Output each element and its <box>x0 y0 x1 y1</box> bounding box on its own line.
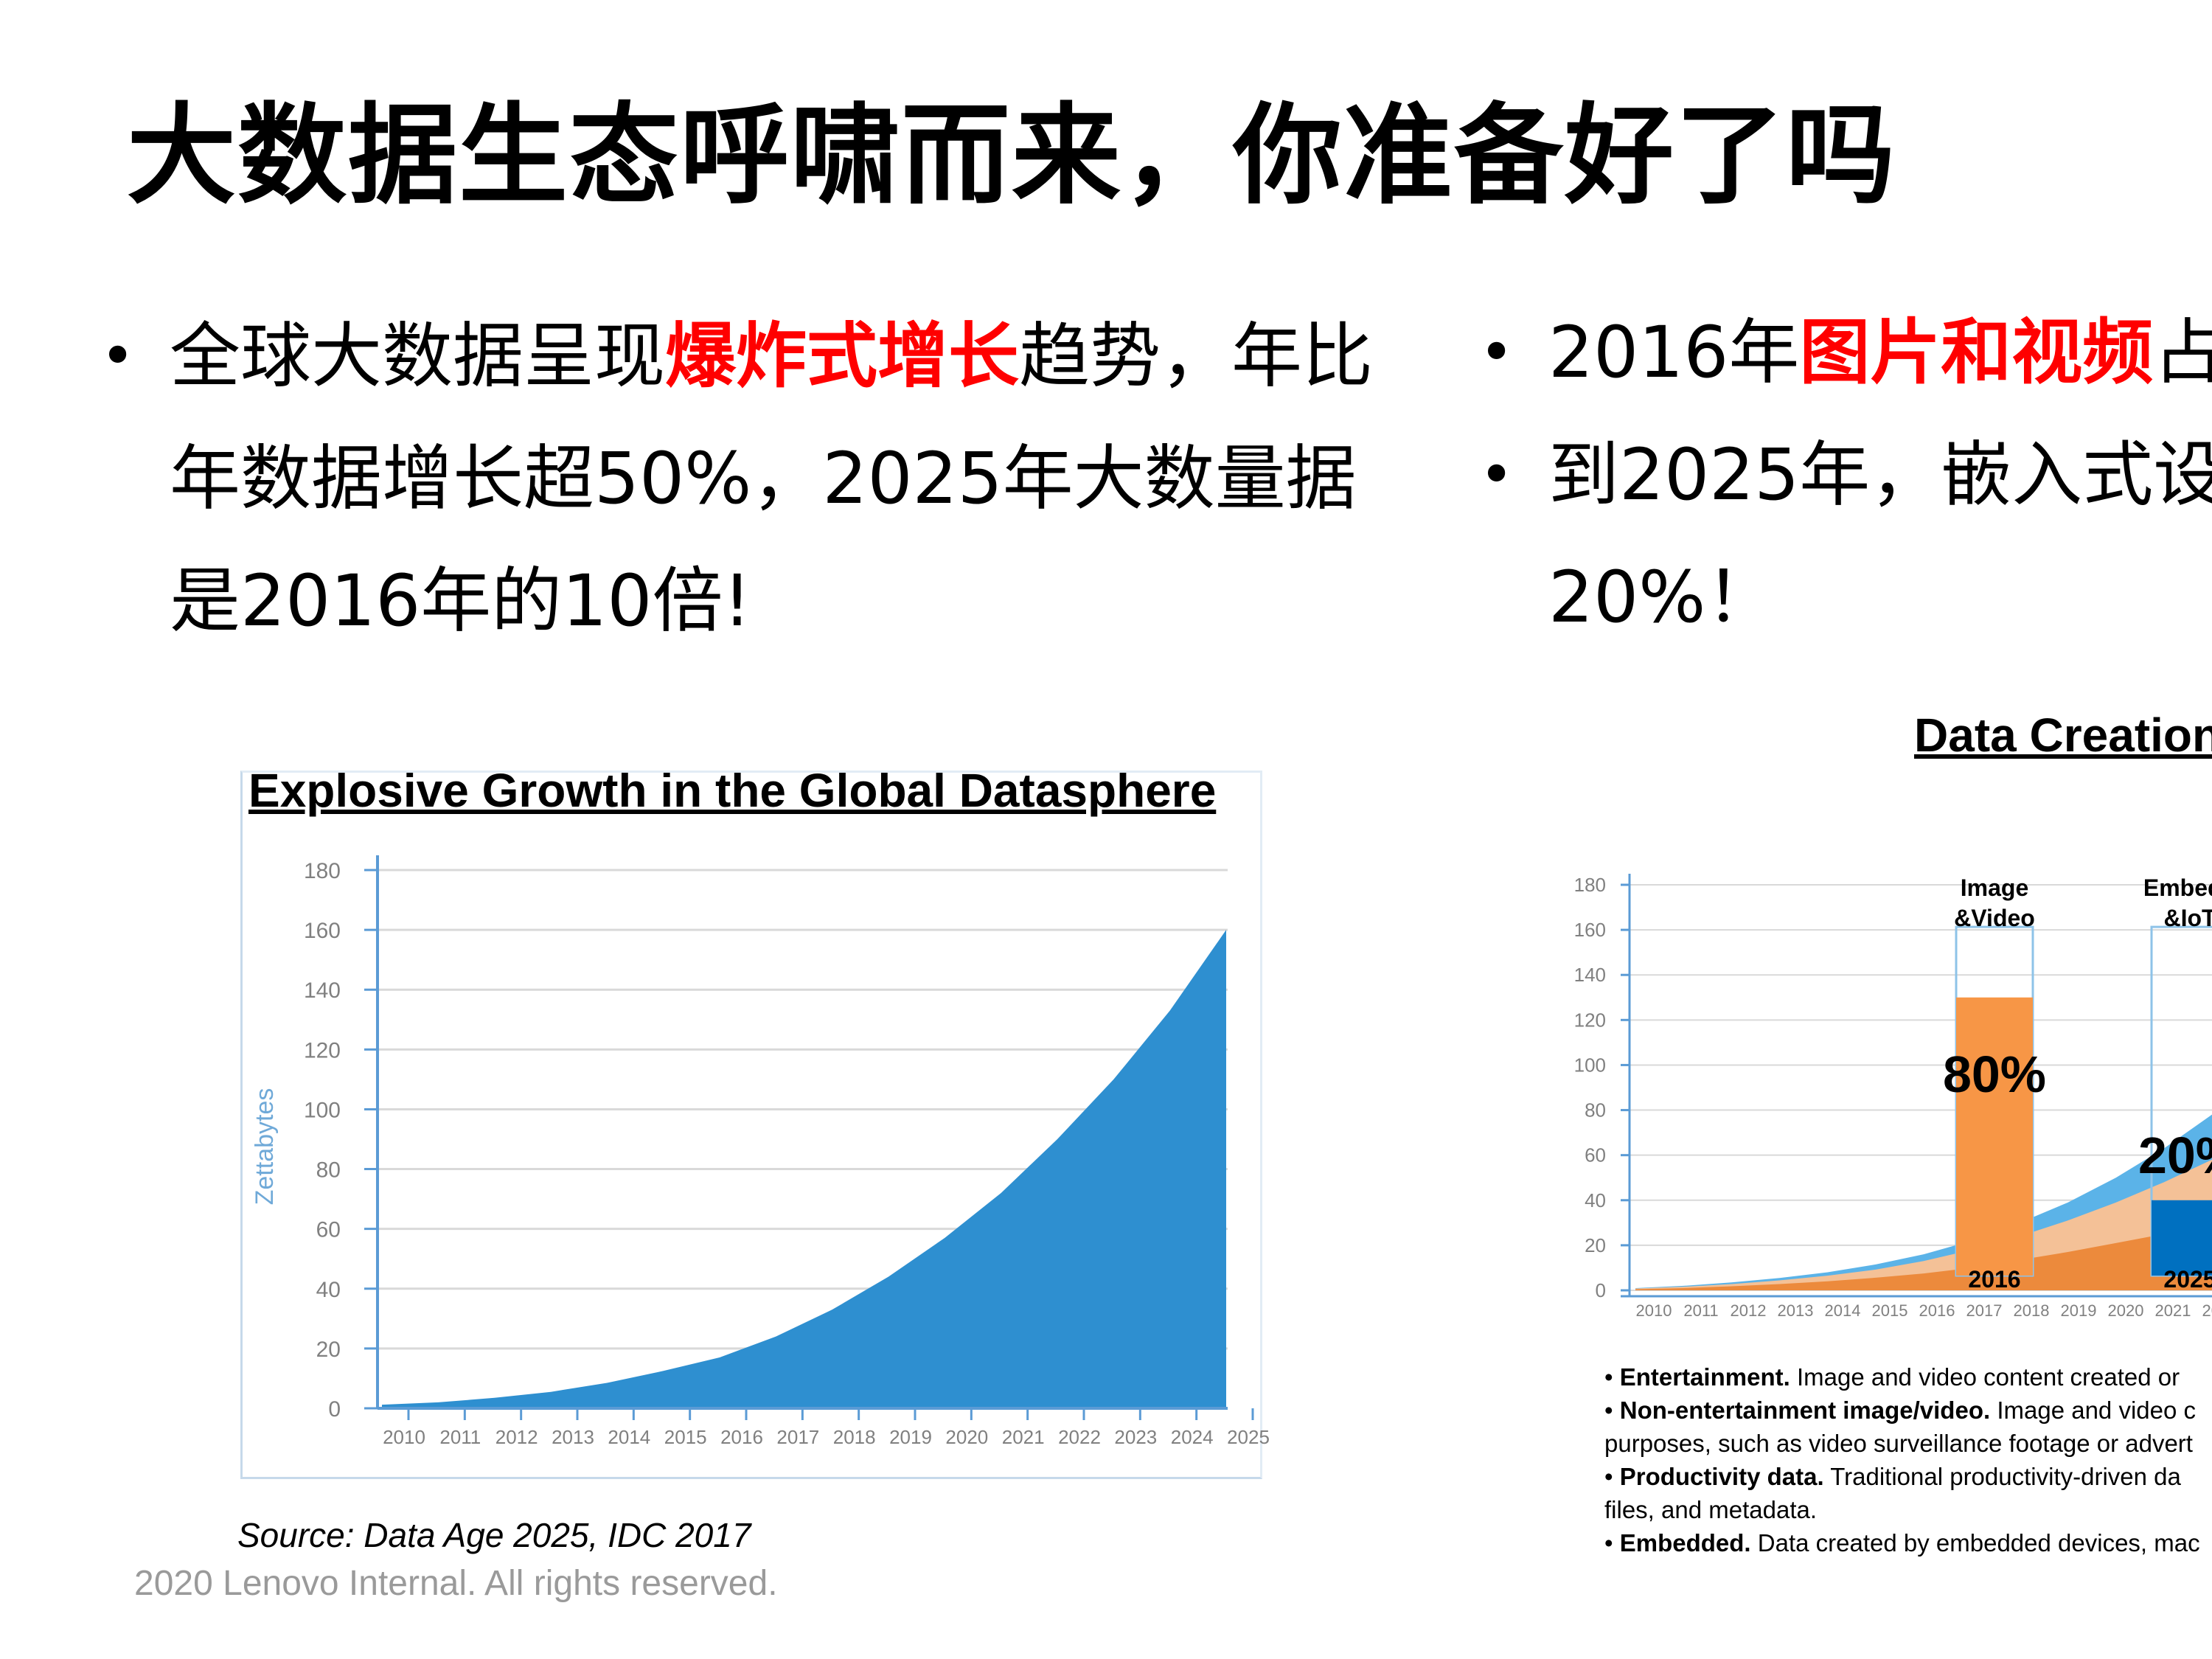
y-tick-label: 0 <box>328 1397 341 1422</box>
chart2-notes: • Entertainment. Image and video content… <box>1604 1360 2200 1559</box>
y-tick-label: 120 <box>304 1038 341 1062</box>
x-tick-label: 2012 <box>495 1426 538 1448</box>
note-term: Embedded. <box>1619 1529 1751 1557</box>
annotation-year: 2016 <box>1968 1266 2020 1293</box>
x-tick-label: 2011 <box>1683 1301 1718 1320</box>
y-tick-label: 120 <box>1574 1009 1606 1031</box>
y-tick-label: 60 <box>316 1218 341 1242</box>
x-tick-label: 2018 <box>2014 1301 2050 1320</box>
y-tick-label: 160 <box>1574 919 1606 941</box>
highlight-text: 爆炸式增长 <box>665 315 1019 397</box>
right-bullet-list: 2016年图片和视频占据 到2025年，嵌入式设备 20%！ <box>1479 291 2212 658</box>
x-tick-label: 2023 <box>1114 1426 1157 1448</box>
note-term: Productivity data. <box>1619 1463 1824 1490</box>
y-tick-label: 180 <box>1574 874 1606 896</box>
note-line: • Productivity data. Traditional product… <box>1604 1463 2181 1490</box>
right-bullet-2: 到2025年，嵌入式设备 <box>1479 414 2212 536</box>
note-line: • Embedded. Data created by embedded dev… <box>1604 1529 2200 1557</box>
growth-area <box>382 930 1226 1408</box>
chart1-title: Explosive Growth in the Global Dataspher… <box>248 764 1217 817</box>
right-bullet-1: 2016年图片和视频占据 <box>1479 291 2212 414</box>
x-tick-label: 2022 <box>1058 1426 1101 1448</box>
x-tick-label: 2024 <box>1171 1426 1214 1448</box>
x-tick-label: 2021 <box>1002 1426 1045 1448</box>
note-term: Entertainment. <box>1619 1363 1790 1391</box>
bullet-text: 趋势，年比 <box>1019 315 1373 397</box>
chart1-frame <box>240 771 1262 1479</box>
left-bullet-line1: 全球大数据呈现爆炸式增长趋势，年比 <box>100 295 1373 417</box>
x-tick-label: 2019 <box>889 1426 932 1448</box>
annotation-percent: 20% <box>2138 1127 2212 1184</box>
source-caption: Source: Data Age 2025, IDC 2017 <box>237 1516 751 1554</box>
y-tick-label: 80 <box>316 1158 341 1183</box>
note-line: files, and metadata. <box>1604 1496 1818 1523</box>
data-creation-chart: 0 20 40 60 80 100 120 140 160 180 Image&Video 80% 20… <box>1574 874 2212 1320</box>
x-tick-label: 2012 <box>1731 1301 1767 1320</box>
x-tick-label: 2014 <box>1825 1301 1861 1320</box>
page-title: 大数据生态呼啸而来，你准备好了吗 <box>127 92 1896 219</box>
x-tick-label: 2015 <box>1872 1301 1908 1320</box>
y-tick-label: 20 <box>316 1338 341 1362</box>
y-axis-label: Zettabytes <box>251 1088 279 1206</box>
note-line: purposes, such as video surveillance foo… <box>1604 1430 2193 1457</box>
y-tick-label: 40 <box>316 1278 341 1302</box>
annotation-label: Image <box>1961 874 2028 901</box>
y-tick-label: 140 <box>304 978 341 1003</box>
y-tick-label: 160 <box>304 919 341 943</box>
chart2-title: Data Creation <box>1914 709 2212 762</box>
x-tick-label: 2015 <box>664 1426 707 1448</box>
x-tick-label: 2020 <box>945 1426 988 1448</box>
x-tick-label: 2013 <box>1778 1301 1814 1320</box>
x-tick-label: 2019 <box>2061 1301 2097 1320</box>
annotation-label: &Video <box>1954 905 2035 931</box>
annotation-bar <box>1956 997 2033 1276</box>
annotation-label: &IoT <box>2163 905 2212 931</box>
x-tick-label: 2021 <box>2155 1301 2191 1320</box>
x-tick-label: 2025 <box>1227 1426 1270 1448</box>
annotation-percent: 80% <box>1943 1046 2046 1103</box>
series-area-2 <box>1635 1222 2212 1290</box>
x-tick-label: 2014 <box>608 1426 650 1448</box>
y-tick-label: 180 <box>304 859 341 883</box>
left-bullet-line3: 是2016年的10倍! <box>170 560 751 642</box>
bullet-text: 占据 <box>2153 311 2212 394</box>
y-tick-label: 0 <box>1596 1279 1606 1301</box>
x-tick-label: 2011 <box>439 1426 481 1448</box>
bullet-text: 全球大数据呈现 <box>170 315 665 397</box>
x-tick-label: 2010 <box>383 1426 425 1448</box>
annotation-bar <box>2152 1200 2212 1276</box>
x-tick-label: 2010 <box>1636 1301 1672 1320</box>
y-tick-label: 40 <box>1585 1189 1606 1211</box>
note-term: Non-entertainment image/video. <box>1619 1397 1991 1424</box>
bullet-text: 2016年 <box>1548 311 1800 394</box>
note-line: • Non-entertainment image/video. Image a… <box>1604 1397 2196 1424</box>
right-bullet-2-cont: 20%！ <box>1548 556 1777 639</box>
left-bullet-list: 全球大数据呈现爆炸式增长趋势，年比 年数据增长超50%，2025年大数量据 是2… <box>100 295 1373 662</box>
y-tick-label: 100 <box>304 1098 341 1122</box>
note-line: • Entertainment. Image and video content… <box>1604 1363 2180 1391</box>
x-tick-label: 2016 <box>720 1426 763 1448</box>
y-tick-label: 20 <box>1585 1234 1606 1256</box>
y-tick-label: 80 <box>1585 1099 1606 1121</box>
left-bullet-line2: 年数据增长超50%，2025年大数量据 <box>170 437 1357 520</box>
y-tick-label: 100 <box>1574 1054 1606 1076</box>
x-tick-label: 2013 <box>552 1426 594 1448</box>
footer-copyright: 2020 Lenovo Internal. All rights reserve… <box>134 1564 778 1603</box>
y-tick-label: 60 <box>1585 1144 1606 1166</box>
x-tick-label: 2018 <box>833 1426 876 1448</box>
annotation-label: Embedd <box>2143 874 2212 901</box>
annotation-year: 2025 <box>2163 1266 2212 1293</box>
x-tick-label: 2022 <box>2202 1301 2212 1320</box>
highlight-text: 图片和视频 <box>1799 311 2154 394</box>
x-tick-label: 2020 <box>2108 1301 2144 1320</box>
x-tick-label: 2017 <box>1966 1301 2003 1320</box>
x-tick-label: 2016 <box>1919 1301 1955 1320</box>
x-tick-label: 2017 <box>776 1426 819 1448</box>
y-tick-label: 140 <box>1574 964 1606 986</box>
